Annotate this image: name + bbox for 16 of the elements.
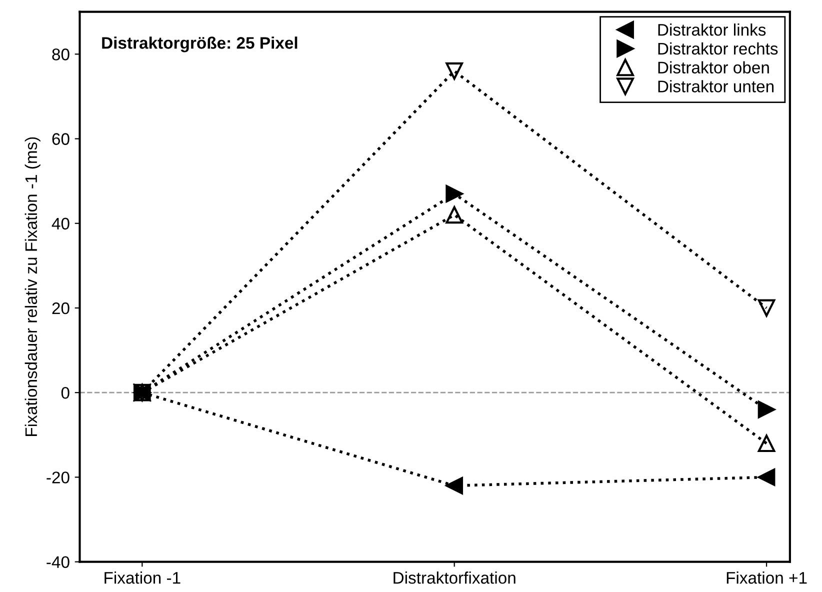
y-tick-label: 60: [52, 133, 70, 145]
y-tick-label: 40: [52, 218, 70, 230]
legend-label: Distraktor links: [658, 24, 766, 36]
annotation: Distraktorgröße: 25 Pixel: [102, 36, 298, 52]
legend-label: Distraktor oben: [658, 61, 769, 74]
x-tick-label: Fixation -1: [104, 572, 180, 584]
y-tick-label: -40: [46, 556, 70, 568]
y-axis-title: Fixationsdauer relativ zu Fixation -1 (ms): [24, 137, 40, 436]
x-tick-label: Fixation +1: [726, 572, 807, 584]
x-tick-label: Distraktorfixation: [394, 572, 516, 584]
legend-label: Distraktor rechts: [658, 42, 778, 55]
y-tick-label: 0: [61, 386, 70, 399]
y-tick-label: -20: [46, 472, 70, 484]
y-tick-label: 80: [52, 48, 70, 60]
y-tick-label: 20: [52, 302, 70, 314]
legend-label: Distraktor unten: [658, 80, 774, 92]
